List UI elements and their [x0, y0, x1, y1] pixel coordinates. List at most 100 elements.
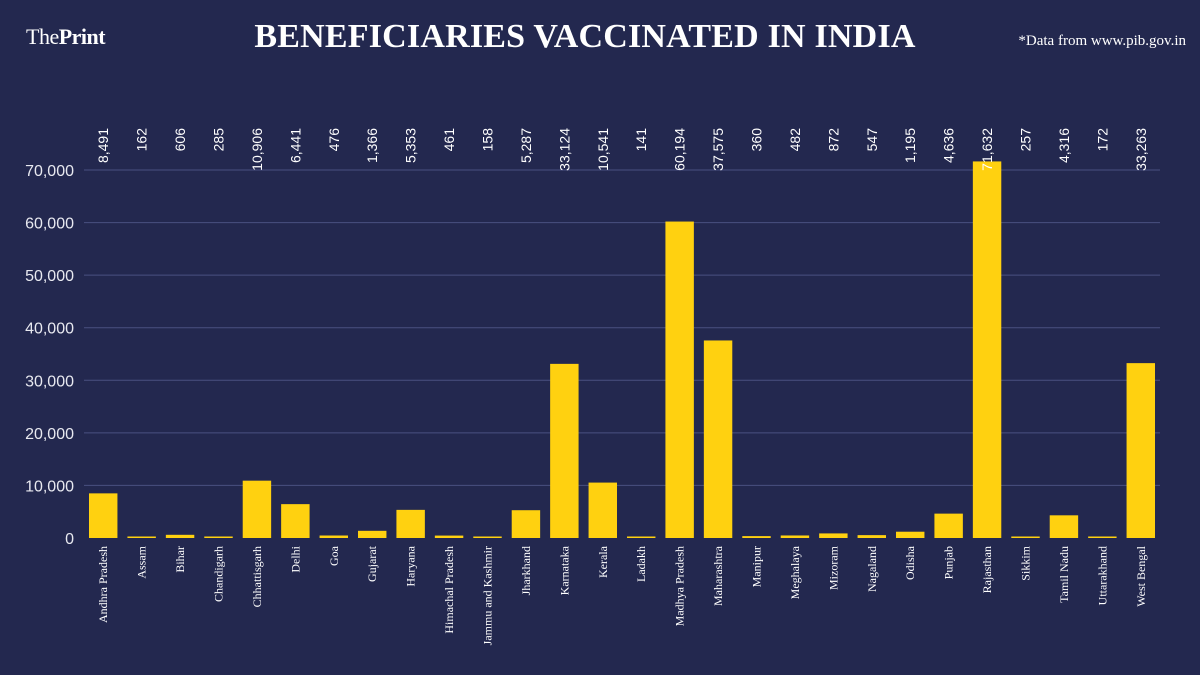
category-label: Karnataka: [557, 545, 571, 595]
category-label: Maharashtra: [711, 545, 725, 606]
category-label: Delhi: [288, 545, 302, 572]
bar: [357, 530, 387, 538]
logo: ThePrint: [26, 24, 106, 50]
logo-prefix: The: [26, 24, 59, 49]
category-label: Nagaland: [865, 546, 879, 592]
bar: [588, 482, 618, 538]
category-label: Punjab: [942, 546, 956, 579]
category-label: Uttarakhand: [1095, 546, 1109, 605]
data-label: 4,636: [941, 128, 957, 163]
bar: [319, 535, 349, 538]
data-label: 33,263: [1133, 128, 1149, 171]
bar: [1049, 515, 1079, 538]
y-tick-label: 40,000: [25, 321, 74, 338]
data-labels: 8,491 162 606 285 10,906 6,441 476 1,366 5,353 46…: [95, 128, 1149, 171]
category-label: Chhattisgarh: [250, 546, 264, 607]
bars: [88, 161, 1156, 538]
bar: [281, 504, 310, 538]
bar: [88, 493, 118, 538]
category-label: Mizoram: [826, 545, 840, 590]
bar: [895, 531, 925, 538]
bar: [204, 536, 233, 538]
bar: [550, 363, 579, 538]
category-label: Chandigarh: [212, 546, 226, 602]
bar: [127, 536, 156, 538]
category-label: Jharkhand: [519, 546, 533, 595]
logo-bold: Print: [58, 24, 106, 49]
category-label: Gujarat: [365, 545, 379, 582]
category-label: West Bengal: [1134, 545, 1148, 606]
data-label: 476: [326, 128, 342, 152]
data-label: 6,441: [287, 128, 303, 163]
data-label: 606: [172, 128, 188, 152]
y-tick-label: 70,000: [25, 163, 74, 180]
bar: [934, 513, 963, 538]
data-label: 37,575: [710, 128, 726, 171]
y-tick-label: 30,000: [25, 373, 74, 390]
data-label: 172: [1094, 128, 1110, 152]
bar: [626, 536, 656, 538]
bar: [665, 221, 694, 538]
data-label: 60,194: [672, 128, 688, 171]
category-label: Andhra Pradesh: [96, 546, 110, 623]
data-label: 360: [749, 128, 765, 152]
data-label: 872: [825, 128, 841, 152]
chart-title: BENEFICIARIES VACCINATED IN INDIA: [254, 18, 916, 55]
bar: [972, 161, 1002, 538]
bar: [857, 535, 887, 538]
data-label: 10,906: [249, 128, 265, 171]
category-label: Manipur: [750, 546, 764, 587]
bar: [396, 509, 425, 538]
bar: [511, 510, 541, 538]
bar: [1011, 536, 1040, 538]
y-tick-label: 10,000: [25, 478, 74, 495]
category-label: Himachal Pradesh: [442, 546, 456, 634]
y-tick-label: 60,000: [25, 216, 74, 233]
data-label: 547: [864, 128, 880, 152]
data-label: 5,287: [518, 128, 534, 163]
bar: [819, 533, 848, 538]
bar: [165, 534, 195, 538]
category-label: Jammu and Kashmir: [481, 546, 495, 645]
category-label: Haryana: [404, 545, 418, 586]
category-label: Madhya Pradesh: [673, 546, 687, 626]
data-label: 1,366: [364, 128, 380, 163]
data-label: 4,316: [1056, 128, 1072, 163]
data-label: 71,632: [979, 128, 995, 171]
y-axis-ticks: 0 10,000 20,000 30,000 40,000 50,000 60,000 70,…: [25, 163, 74, 548]
data-label: 461: [441, 128, 457, 152]
bar: [1126, 363, 1156, 538]
bar: [242, 480, 272, 538]
source-note: *Data from www.pib.gov.in: [1018, 33, 1186, 49]
category-label: Kerala: [596, 545, 610, 578]
data-label: 33,124: [556, 128, 572, 171]
y-tick-label: 50,000: [25, 268, 74, 285]
data-label: 8,491: [95, 128, 111, 163]
category-label: Assam: [135, 545, 149, 578]
category-label: Sikkim: [1019, 545, 1033, 580]
data-label: 10,541: [595, 128, 611, 171]
category-label: Rajasthan: [980, 546, 994, 593]
data-label: 257: [1018, 128, 1034, 152]
category-label: Goa: [327, 545, 341, 566]
category-label: Tamil Nadu: [1057, 546, 1071, 603]
bar: [1088, 536, 1117, 538]
data-label: 141: [633, 128, 649, 152]
category-label: Odisha: [903, 545, 917, 580]
data-label: 482: [787, 128, 803, 152]
bar: [742, 536, 771, 538]
category-labels: Andhra Pradesh Assam Bihar Chandigarh Chhatt…: [96, 545, 1148, 645]
category-label: Meghalaya: [788, 545, 802, 599]
data-label: 162: [134, 128, 150, 152]
category-label: Ladakh: [634, 546, 648, 582]
data-label: 158: [480, 128, 496, 152]
data-label: 285: [211, 128, 227, 152]
category-label: Bihar: [173, 546, 187, 573]
data-label: 5,353: [403, 128, 419, 163]
bar: [703, 340, 733, 538]
y-tick-label: 20,000: [25, 426, 74, 443]
bar: [780, 535, 810, 538]
bar: [434, 535, 464, 538]
y-tick-label: 0: [65, 531, 74, 548]
